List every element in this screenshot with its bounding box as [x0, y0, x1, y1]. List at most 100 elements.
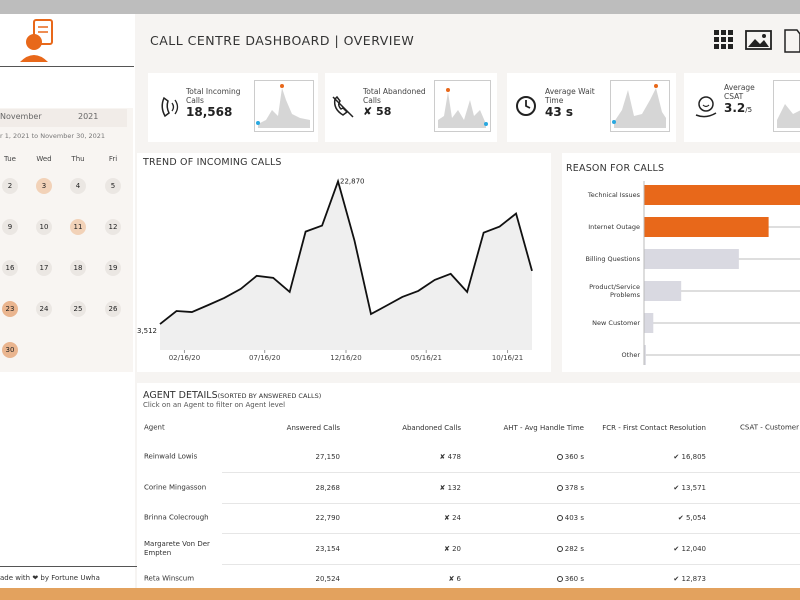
clock-icon	[556, 484, 563, 491]
calendar-day[interactable]: 4	[70, 178, 86, 194]
category-label: Billing Questions	[585, 255, 640, 263]
table-cell: ✔ 12,873	[673, 575, 706, 583]
cell-text: 403 s	[564, 514, 584, 522]
calendar-panel	[0, 108, 133, 372]
calendar-day[interactable]: 24	[36, 301, 52, 317]
kpi-suffix: /5	[745, 106, 753, 114]
weekday: Tue	[4, 155, 16, 163]
year: 2021	[78, 112, 99, 121]
table-cell: 403 s	[556, 514, 584, 522]
x-tick-label: 02/16/20	[169, 354, 200, 362]
bar	[644, 217, 769, 237]
table-cell: ✔ 16,805	[673, 453, 706, 461]
table-cell: ✔ 5,054	[677, 514, 706, 522]
bar	[644, 345, 646, 365]
bar	[644, 281, 682, 301]
calendar-day[interactable]: 16	[2, 260, 18, 276]
kpi-value: ✘ 58	[363, 105, 392, 118]
kpi-label: Total Abandoned Calls	[363, 87, 426, 105]
calendar-day[interactable]: 2	[2, 178, 18, 194]
calendar-day[interactable]: 9	[2, 219, 18, 235]
agent-name[interactable]: Reta Winscum	[144, 574, 195, 583]
kpi-label: Total Incoming Calls	[186, 87, 241, 105]
agent-panel: AGENT DETAILS(SORTED BY ANSWERED CALLS) …	[137, 383, 800, 588]
calendar-day[interactable]: 11	[70, 219, 86, 235]
logo	[20, 19, 53, 62]
calendar-day[interactable]: 30	[2, 342, 18, 358]
kpi-icon	[332, 95, 354, 118]
column-header: Answered Calls	[286, 424, 340, 432]
bar-chart	[643, 181, 800, 365]
category-label: Product/Service Problems	[589, 283, 640, 299]
calendar-day[interactable]: 18	[70, 260, 86, 276]
line-chart: 02/16/20 07/16/20 12/16/20 05/16/21 10/16/21…	[137, 177, 533, 362]
cell-text: 360 s	[564, 453, 584, 461]
kpi-card: Total Incoming Calls 18,568	[148, 73, 318, 142]
cell-text: 378 s	[564, 483, 584, 492]
kpi-value: 3.2/5	[724, 101, 752, 115]
table-subtitle: Click on an Agent to filter on Agent lev…	[143, 401, 286, 409]
row-divider	[222, 472, 800, 473]
column-header: FCR - First Contact Resolution	[602, 424, 706, 432]
bottom-bar	[0, 588, 800, 600]
table-cell: 22,790	[315, 514, 341, 522]
x-tick-label: 12/16/20	[330, 354, 361, 362]
table-cell: 282 s	[556, 545, 584, 553]
data-label: 22,870	[340, 177, 365, 185]
calendar-day[interactable]: 17	[36, 260, 52, 276]
kpi-card: Average CSAT 3.2/5	[684, 73, 800, 142]
table-cell: ✘ 24	[444, 514, 461, 522]
kpi-value: 18,568	[186, 105, 233, 119]
chart-title: TREND OF INCOMING CALLS	[143, 157, 282, 168]
clock-icon	[556, 545, 563, 552]
calendar-day[interactable]: 10	[36, 219, 52, 235]
weekday: Fri	[108, 155, 118, 163]
column-header: AHT - Avg Handle Time	[503, 424, 584, 432]
area	[160, 181, 532, 350]
table-cell: ✘ 478	[439, 453, 461, 461]
month-selector[interactable]	[0, 109, 127, 127]
calendar-day[interactable]: 19	[105, 260, 121, 276]
row-divider	[222, 533, 800, 534]
table-title: AGENT DETAILS(SORTED BY ANSWERED CALLS)	[143, 390, 321, 401]
calendar-day[interactable]: 26	[105, 301, 121, 317]
table-cell: 28,268	[315, 483, 341, 492]
bar	[644, 249, 739, 269]
column-header: Agent	[144, 423, 165, 432]
sparkline	[254, 80, 314, 132]
table-cell: ✔ 12,040	[673, 544, 706, 553]
clock-icon	[556, 515, 563, 521]
table-cell: 27,150	[315, 453, 341, 461]
category-label: Technical Issues	[587, 191, 640, 199]
cell-text: 360 s	[564, 575, 584, 583]
sparkline	[773, 80, 800, 132]
x-tick-label: 10/16/21	[492, 354, 523, 362]
weekday: Thu	[71, 155, 85, 163]
clock-icon	[556, 454, 563, 460]
calendar-day[interactable]: 12	[105, 219, 121, 235]
chart-title: REASON FOR CALLS	[566, 163, 665, 174]
month: November	[0, 112, 42, 121]
table-cell: ✘ 132	[439, 483, 461, 492]
divider	[0, 66, 134, 67]
agent-name[interactable]: Corine Mingasson	[144, 483, 207, 491]
x-tick-label: 05/16/21	[411, 354, 442, 362]
toolbar-icons[interactable]	[713, 29, 800, 53]
calendar-day[interactable]: 3	[36, 178, 52, 194]
table-cell: ✔ 13,571	[673, 483, 706, 492]
agent-name[interactable]: Reinwald Lowis	[144, 452, 198, 461]
column-header: Abandoned Calls	[402, 424, 461, 432]
table-cell: ✘ 6	[448, 575, 461, 583]
calendar-day[interactable]: 5	[105, 178, 121, 194]
bar	[644, 185, 800, 205]
calendar-day[interactable]: 23	[2, 301, 18, 317]
calendar-day[interactable]: 25	[70, 301, 86, 317]
clock-icon	[556, 576, 563, 582]
agent-name[interactable]: Brinna Colecrough	[144, 513, 209, 522]
kpi-icon	[516, 96, 536, 116]
kpi-number: 3.2	[724, 101, 746, 115]
line	[159, 178, 533, 325]
footer: ade with ❤ by Fortune Uwha	[0, 574, 100, 582]
row-divider	[222, 564, 800, 565]
agent-name[interactable]: Margarete Von Der Empten	[144, 539, 210, 557]
